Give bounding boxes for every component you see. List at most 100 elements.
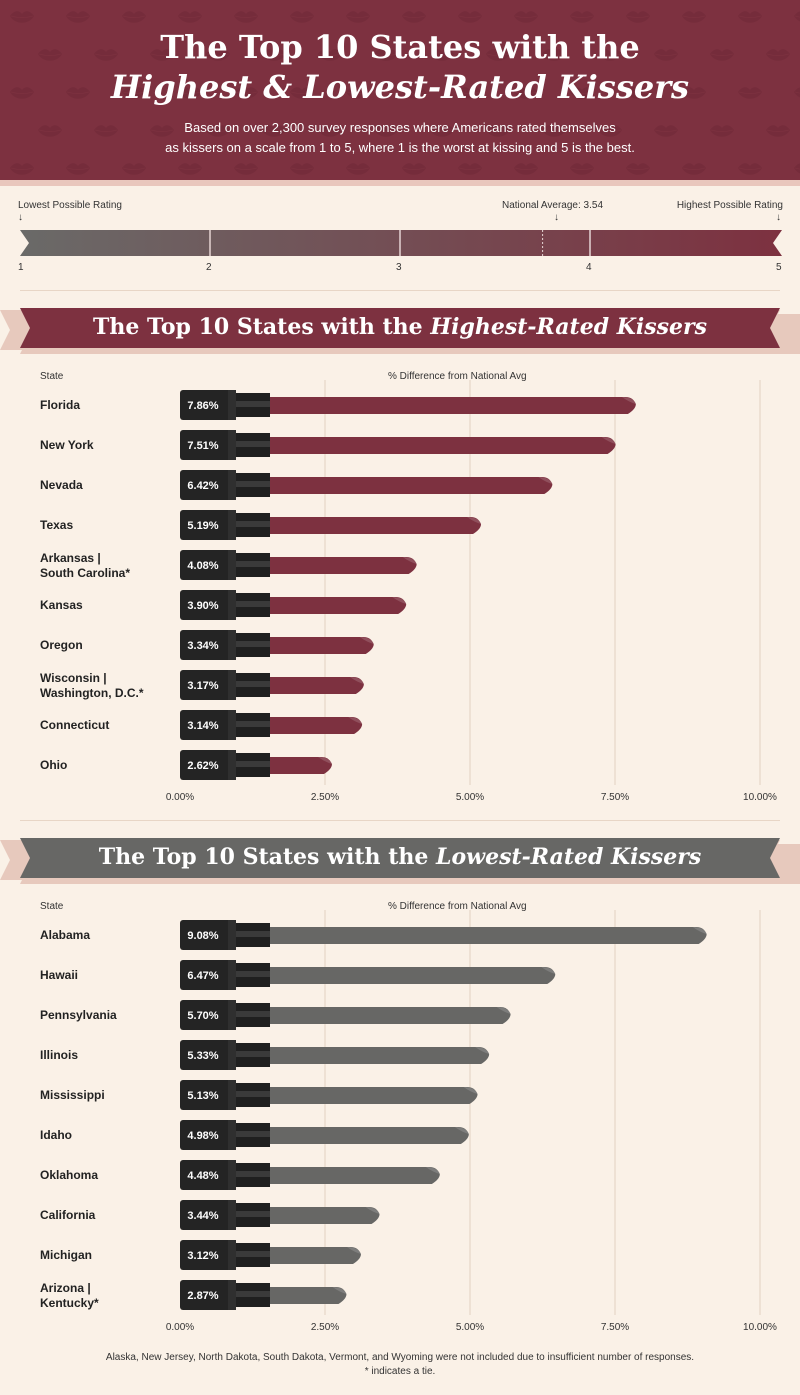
value-label: 2.87% <box>187 1290 218 1302</box>
lips-icon <box>122 163 146 175</box>
banner-title-prefix: The Top 10 States with the <box>98 844 437 870</box>
value-label: 3.12% <box>187 1250 218 1262</box>
lips-icon <box>626 163 650 175</box>
lips-icon <box>682 11 706 23</box>
lipstick-bullet <box>268 397 636 414</box>
lips-icon <box>738 87 762 99</box>
down-arrow-icon: ↓ <box>776 212 781 223</box>
lips-icon <box>374 125 398 137</box>
lips-icon <box>430 49 454 61</box>
lips-icon <box>794 87 800 98</box>
rating-scale-bar <box>20 230 782 256</box>
value-label: 4.08% <box>187 560 218 572</box>
bar: 5.33% <box>180 1040 490 1070</box>
lips-icon <box>794 11 800 22</box>
lips-icon <box>738 11 762 23</box>
bar: 6.47% <box>180 960 556 990</box>
down-arrow-icon: ↓ <box>554 212 559 223</box>
footnote-tie-note: * indicates a tie. <box>364 1366 436 1377</box>
lipstick-case-band <box>228 1240 236 1270</box>
lips-icon <box>38 125 62 137</box>
lips-icon <box>542 125 566 137</box>
scale-tick-3: 3 <box>396 262 402 273</box>
lips-icon <box>122 11 146 23</box>
lipstick-highlight <box>463 1087 478 1094</box>
lips-icon <box>766 49 790 61</box>
state-label: Idaho <box>40 1128 72 1142</box>
lips-icon <box>542 49 566 61</box>
value-label: 5.70% <box>187 1010 218 1022</box>
lips-icon <box>66 11 90 23</box>
lips-icon <box>122 87 146 99</box>
lipstick-case <box>180 920 236 950</box>
lips-icon <box>766 125 790 137</box>
bar: 9.08% <box>180 920 707 950</box>
lipstick-bullet <box>268 437 616 454</box>
value-label: 4.98% <box>187 1130 218 1142</box>
lips-icon <box>570 163 594 175</box>
lipstick-case <box>180 1200 236 1230</box>
lips-icon <box>402 11 426 23</box>
bar: 7.51% <box>180 430 616 460</box>
lipstick-case-band <box>228 1000 236 1030</box>
lipstick-highlight <box>346 1247 361 1254</box>
lipstick-bullet <box>268 1087 478 1104</box>
lipstick-highlight <box>317 757 332 764</box>
bar: 6.42% <box>180 470 553 500</box>
lips-icon <box>318 49 342 61</box>
lips-icon <box>318 125 342 137</box>
bar: 5.70% <box>180 1000 511 1030</box>
lipstick-collar-ring <box>236 1051 270 1057</box>
state-label: Oregon <box>40 638 83 652</box>
value-label: 4.48% <box>187 1170 218 1182</box>
lowest-banner: The Top 10 States with the Lowest-Rated … <box>0 838 800 886</box>
bar: 3.12% <box>180 1240 361 1270</box>
lipstick-case-band <box>228 550 236 580</box>
scale-gradient-bar <box>20 230 782 256</box>
x-tick-label: 5.00% <box>456 792 484 803</box>
lips-icon <box>514 163 538 175</box>
subtitle-line-2: as kissers on a scale from 1 to 5, where… <box>165 140 635 155</box>
scale-tick-5: 5 <box>776 262 782 273</box>
state-label: Wisconsin | Washington, D.C.* <box>40 671 144 700</box>
lipstick-case <box>180 390 236 420</box>
banner-fill <box>20 308 780 348</box>
state-label: Arizona | Kentucky* <box>40 1281 99 1310</box>
lipstick-collar-ring <box>236 1131 270 1137</box>
lips-icon <box>38 49 62 61</box>
lips-icon <box>178 87 202 99</box>
lips-icon <box>346 87 370 99</box>
lowest-rating-label: Lowest Possible Rating <box>18 200 122 211</box>
lips-icon <box>290 11 314 23</box>
lipstick-collar-ring <box>236 761 270 767</box>
lips-icon <box>486 49 510 61</box>
banner-title-italic: Lowest-Rated Kissers <box>436 844 702 870</box>
lips-icon <box>206 49 230 61</box>
scale-tick-1: 1 <box>18 262 24 273</box>
lipstick-case-band <box>228 960 236 990</box>
highest-banner: The Top 10 States with the Highest-Rated… <box>0 308 800 356</box>
lipstick-case-band <box>228 920 236 950</box>
national-average-label: National Average: 3.54 <box>502 200 604 211</box>
lipstick-case <box>180 710 236 740</box>
lipstick-collar-ring <box>236 721 270 727</box>
bar: 4.48% <box>180 1160 440 1190</box>
lipstick-case-band <box>228 750 236 780</box>
lipstick-bullet <box>268 717 363 734</box>
lips-icon <box>682 163 706 175</box>
bar: 3.17% <box>180 670 364 700</box>
lipstick-highlight <box>601 437 616 444</box>
state-label: Illinois <box>40 1048 78 1062</box>
lipstick-case <box>180 510 236 540</box>
value-label: 5.33% <box>187 1050 218 1062</box>
x-tick-label: 5.00% <box>456 1322 484 1333</box>
state-label: New York <box>40 438 94 452</box>
lipstick-collar-ring <box>236 521 270 527</box>
state-label: Pennsylvania <box>40 1008 117 1022</box>
lipstick-highlight <box>402 557 417 564</box>
lipstick-case-band <box>228 1120 236 1150</box>
lipstick-case <box>180 1120 236 1150</box>
x-tick-label: 10.00% <box>743 1322 777 1333</box>
lipstick-case-band <box>228 590 236 620</box>
bar: 5.19% <box>180 510 482 540</box>
